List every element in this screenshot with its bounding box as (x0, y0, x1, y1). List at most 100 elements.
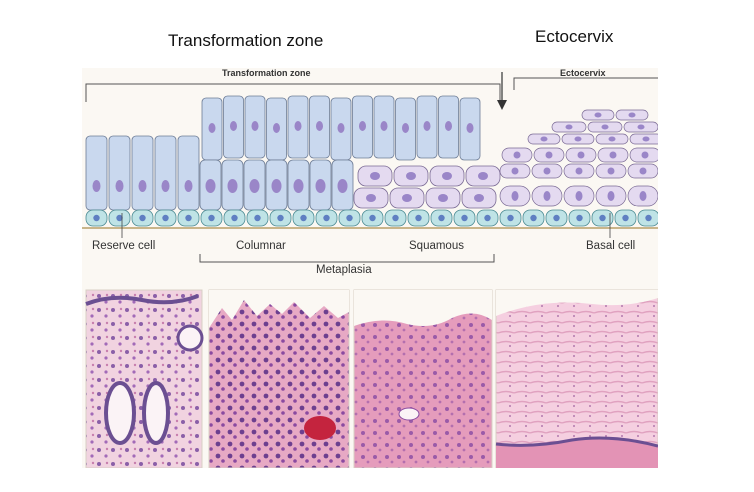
columnar-nucleus (293, 179, 304, 193)
squamous-nucleus (601, 124, 609, 130)
columnar-nucleus (230, 121, 237, 131)
basal-nucleus (645, 214, 652, 222)
basal-nucleus (323, 214, 330, 222)
columnar-cell (154, 135, 177, 211)
columnar-nucleus (205, 179, 216, 193)
columnar-nucleus (337, 123, 345, 133)
basal-nucleus (438, 214, 445, 222)
columnar-nucleus (337, 179, 348, 193)
label-metaplasia: Metaplasia (316, 264, 372, 276)
squamous-nucleus (474, 194, 484, 202)
basal-nucleus (139, 214, 146, 222)
columnar-nucleus (294, 121, 302, 131)
ectocervix-bracket (513, 77, 658, 90)
basal-nucleus (162, 214, 169, 222)
label-columnar: Columnar (236, 240, 286, 252)
columnar-nucleus (402, 123, 409, 133)
columnar-nucleus (423, 121, 431, 131)
columnar-cell (131, 135, 154, 211)
columnar-cell (108, 135, 131, 211)
squamous-nucleus (406, 172, 416, 180)
basal-nucleus (93, 214, 100, 222)
basal-nucleus (622, 214, 629, 222)
gland-lumen-left (104, 381, 136, 445)
label-reserve-cell: Reserve cell (92, 240, 156, 252)
columnar-cell (177, 135, 200, 211)
basal-nucleus (461, 214, 468, 222)
label-basal-cell: Basal cell (586, 240, 636, 252)
squamous-nucleus (639, 191, 647, 201)
squamous-nucleus (642, 136, 650, 142)
columnar-nucleus (359, 121, 366, 131)
squamous-nucleus (641, 151, 649, 159)
squamous-nucleus (639, 167, 647, 175)
basal-nucleus (116, 214, 123, 222)
basal-nucleus (208, 214, 215, 222)
label-squamous: Squamous (409, 240, 464, 252)
transformation-zone-bracket (85, 83, 501, 102)
basal-nucleus (599, 214, 606, 222)
squamous-nucleus (545, 151, 553, 159)
squamous-nucleus (575, 167, 583, 175)
basal-nucleus (576, 214, 583, 222)
squamous-nucleus (511, 167, 519, 175)
squamous-nucleus (574, 136, 582, 142)
squamous-nucleus (575, 191, 583, 201)
columnar-nucleus (315, 179, 326, 193)
cervix-diagram-figure: Transformation zone Ectocervix (82, 68, 658, 468)
columnar-nucleus (273, 123, 280, 133)
header-transformation-zone: Transformation zone (222, 68, 311, 78)
basal-nucleus (392, 214, 399, 222)
junction-arrow-head (497, 100, 507, 110)
histology-panels (85, 289, 658, 468)
columnar-nucleus (161, 180, 170, 192)
squamous-nucleus (543, 191, 551, 201)
squamous-cell-layer (353, 109, 658, 209)
columnar-nucleus (184, 180, 193, 192)
squamous-nucleus (594, 112, 602, 118)
basal-cell-layer (85, 209, 658, 227)
squamous-nucleus (609, 151, 617, 159)
basal-nucleus (300, 214, 307, 222)
histology-panel-columnar-glands (85, 289, 203, 468)
slide-title-ectocervix: Ectocervix (535, 27, 614, 46)
columnar-cell (85, 135, 108, 211)
columnar-nucleus (445, 121, 452, 131)
basal-nucleus (369, 214, 376, 222)
basal-nucleus (415, 214, 422, 222)
columnar-nucleus (115, 180, 124, 192)
basal-nucleus (254, 214, 261, 222)
columnar-nucleus (251, 121, 259, 131)
squamous-nucleus (607, 167, 615, 175)
basal-nucleus (507, 214, 514, 222)
squamous-nucleus (608, 136, 616, 142)
columnar-nucleus (208, 123, 216, 133)
columnar-nucleus (138, 180, 147, 192)
squamous-nucleus (637, 124, 645, 130)
squamous-nucleus (402, 194, 412, 202)
squamous-nucleus (366, 194, 376, 202)
squamous-nucleus (438, 194, 448, 202)
squamous-nucleus (442, 172, 452, 180)
basal-nucleus (231, 214, 238, 222)
squamous-nucleus (370, 172, 380, 180)
squamous-nucleus (478, 172, 488, 180)
epithelium-diagram: Transformation zone Ectocervix (82, 68, 658, 468)
columnar-nucleus (92, 180, 101, 192)
columnar-nucleus (249, 179, 260, 193)
columnar-nucleus (227, 179, 238, 193)
red-blood-cell-area (304, 416, 336, 440)
basal-nucleus (484, 214, 491, 222)
squamous-nucleus (540, 136, 548, 142)
squamous-nucleus (511, 191, 519, 201)
slide-title-transformation-zone: Transformation zone (168, 31, 324, 50)
basal-nucleus (530, 214, 537, 222)
header-ectocervix: Ectocervix (560, 68, 606, 78)
columnar-nucleus (271, 179, 282, 193)
columnar-nucleus (466, 123, 474, 133)
columnar-nucleus (380, 121, 388, 131)
squamous-nucleus (577, 151, 585, 159)
basal-nucleus (185, 214, 192, 222)
columnar-nucleus (316, 121, 323, 131)
gland-lumen-right (142, 381, 170, 445)
